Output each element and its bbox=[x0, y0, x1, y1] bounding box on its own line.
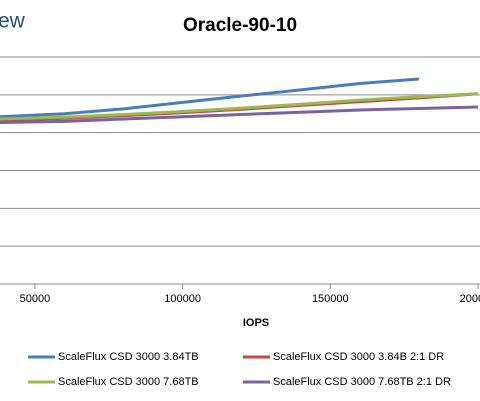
corner-text: ew bbox=[0, 10, 26, 33]
x-tick-label: 50000 bbox=[20, 293, 51, 305]
series-line bbox=[0, 105, 479, 124]
legend-label: ScaleFlux CSD 3000 3.84B 2:1 DR bbox=[273, 351, 444, 363]
x-tick-label: 200000 bbox=[460, 293, 480, 305]
series-line bbox=[0, 77, 420, 119]
chart-title: Oracle-90-10 bbox=[183, 15, 297, 36]
legend-label: ScaleFlux CSD 3000 7.68TB bbox=[58, 376, 199, 388]
series-line bbox=[0, 92, 479, 121]
legend-label: ScaleFlux CSD 3000 3.84TB bbox=[58, 351, 199, 363]
x-tick-label: 100000 bbox=[164, 293, 201, 305]
x-axis-title: IOPS bbox=[243, 317, 269, 329]
legend-label: ScaleFlux CSD 3000 7.68TB 2:1 DR bbox=[273, 376, 451, 388]
x-tick-label: 150000 bbox=[312, 293, 349, 305]
